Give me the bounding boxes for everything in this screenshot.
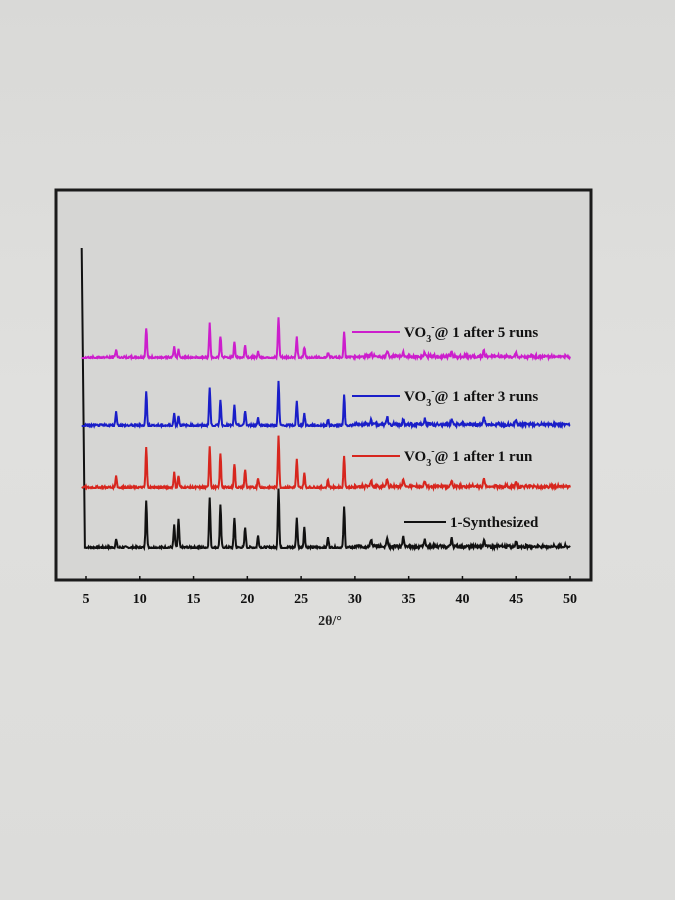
x-tick-label-35: 35: [402, 592, 416, 607]
series-layer: [80, 247, 571, 552]
x-tick-label-50: 50: [563, 592, 577, 607]
x-tick-label-30: 30: [348, 592, 362, 607]
series-line-3: [81, 380, 571, 430]
legend-label-2: VO3-@ 1 after 1 run: [404, 446, 533, 469]
x-tick-label-5: 5: [83, 592, 90, 607]
series-line-1: [80, 247, 571, 552]
x-tick-label-10: 10: [133, 592, 147, 607]
legend-label-4: VO3-@ 1 after 5 runs: [404, 322, 538, 345]
legend-label-1: 1-Synthesized: [450, 515, 539, 531]
x-tick-label-15: 15: [187, 592, 201, 607]
x-axis-label: 2θ/°: [318, 614, 342, 629]
x-axis-ticks: 5 10 15 20 25 30 35 40 45 50: [83, 576, 577, 607]
legend: 1-Synthesized VO3-@ 1 after 1 run VO3-@ 1 …: [352, 322, 539, 531]
x-tick-label-25: 25: [294, 592, 308, 607]
x-tick-label-45: 45: [509, 592, 523, 607]
series-line-2: [81, 435, 571, 492]
series-line-4: [81, 317, 571, 362]
x-tick-label-40: 40: [455, 592, 469, 607]
x-tick-label-20: 20: [240, 592, 254, 607]
legend-label-3: VO3-@ 1 after 3 runs: [404, 386, 538, 409]
